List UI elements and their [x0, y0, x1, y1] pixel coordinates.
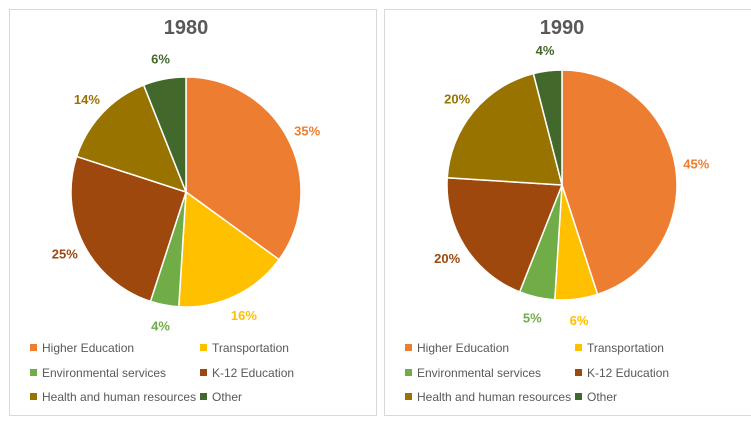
- legend: Higher Education Transportation Environmen…: [30, 341, 294, 404]
- pie-chart-1990-svg: 1990 45% 6% 5% 20% 20% 4% Higher Education Tra…: [405, 17, 710, 404]
- legend-swatch-other: [575, 393, 582, 400]
- pie-chart-1990: 1990 45% 6% 5% 20% 20% 4% Higher Education Tra…: [384, 9, 751, 416]
- data-label-higher-education: 45%: [683, 157, 709, 172]
- pie-slice-transportation: [177, 190, 281, 308]
- legend-label-environmental-services: Environmental services: [42, 366, 166, 380]
- legend-swatch-higher-education: [30, 344, 37, 351]
- data-label-higher-education: 35%: [294, 123, 320, 138]
- data-label-environmental-services: 5%: [523, 311, 542, 326]
- pie-chart-1980: 1980 35% 16% 4% 25% 14% 6% Higher Education Tr…: [9, 9, 377, 416]
- data-label-transportation: 6%: [570, 313, 589, 328]
- legend-swatch-k-12-education: [200, 369, 207, 376]
- pie-slice-other: [142, 76, 187, 193]
- data-label-k-12-education: 25%: [52, 247, 78, 262]
- pie-slice-k-12-education: [446, 176, 564, 293]
- pie-data-labels: 35% 16% 4% 25% 14% 6%: [52, 51, 321, 333]
- data-label-environmental-services: 4%: [151, 319, 170, 334]
- pie-chart-1980-svg: 1980 35% 16% 4% 25% 14% 6% Higher Education Tr…: [30, 17, 321, 404]
- pie-slice-k-12-education: [70, 155, 187, 303]
- legend-label-k-12-education: K-12 Education: [212, 366, 294, 380]
- legend-label-environmental-services: Environmental services: [417, 366, 541, 380]
- legend: Higher Education Transportation Environmen…: [405, 341, 669, 404]
- legend-swatch-health-and-human-resources: [30, 393, 37, 400]
- legend-swatch-higher-education: [405, 344, 412, 351]
- pie-data-labels: 45% 6% 5% 20% 20% 4%: [434, 43, 710, 328]
- pie-slice-higher-education: [561, 69, 678, 296]
- legend-swatch-environmental-services: [30, 369, 37, 376]
- data-label-transportation: 16%: [231, 308, 257, 323]
- pie-slices: [70, 76, 302, 308]
- pie-slice-health-and-human-resources: [446, 72, 563, 186]
- legend-label-other: Other: [587, 390, 617, 404]
- legend-swatch-health-and-human-resources: [405, 393, 412, 400]
- legend-swatch-environmental-services: [405, 369, 412, 376]
- chart-title: 1990: [540, 17, 585, 39]
- legend-label-other: Other: [212, 390, 242, 404]
- legend-swatch-transportation: [575, 344, 582, 351]
- legend-label-transportation: Transportation: [212, 341, 289, 355]
- data-label-health-and-human-resources: 20%: [444, 91, 470, 106]
- data-label-health-and-human-resources: 14%: [74, 92, 100, 107]
- pie-slice-higher-education: [185, 76, 302, 261]
- chart-title: 1980: [164, 17, 209, 39]
- legend-label-transportation: Transportation: [587, 341, 664, 355]
- pie-slices: [446, 69, 678, 301]
- legend-label-higher-education: Higher Education: [42, 341, 134, 355]
- data-label-other: 6%: [151, 51, 170, 66]
- legend-label-health-and-human-resources: Health and human resources: [417, 390, 571, 404]
- data-label-other: 4%: [536, 43, 555, 58]
- data-label-k-12-education: 20%: [434, 251, 460, 266]
- pie-slice-other: [532, 69, 563, 186]
- pie-slice-health-and-human-resources: [75, 84, 188, 194]
- legend-label-k-12-education: K-12 Education: [587, 366, 669, 380]
- legend-swatch-other: [200, 393, 207, 400]
- legend-label-higher-education: Higher Education: [417, 341, 509, 355]
- legend-label-health-and-human-resources: Health and human resources: [42, 390, 196, 404]
- legend-swatch-k-12-education: [575, 369, 582, 376]
- legend-swatch-transportation: [200, 344, 207, 351]
